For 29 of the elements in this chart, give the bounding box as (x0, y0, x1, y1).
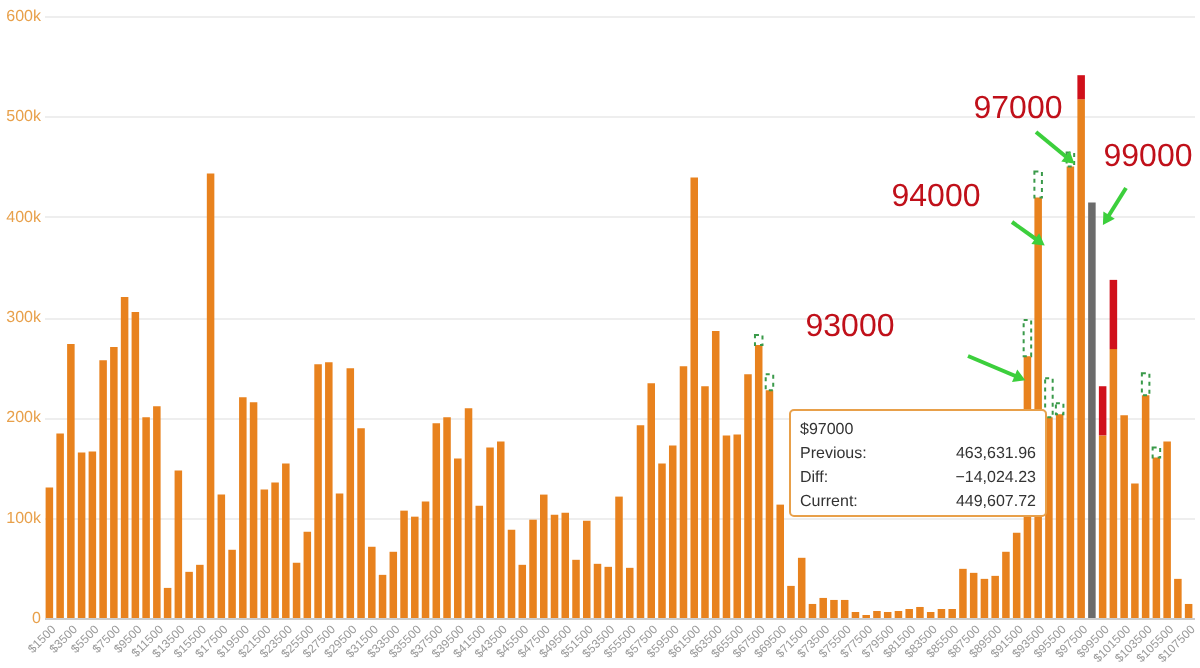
bar (753, 334, 764, 347)
annotation: Previous: (800, 444, 867, 462)
bar (1109, 279, 1118, 350)
y-tick-label: 600k (6, 7, 43, 25)
y-tick-label: 200k (6, 408, 43, 427)
y-tick-label: 100k (6, 508, 43, 527)
annotation: Current: (800, 492, 858, 510)
annotation: 99000 (1103, 140, 1193, 174)
bar (1098, 386, 1107, 436)
annotation: $97000 (800, 420, 855, 438)
y-tick-label: 300k (6, 308, 43, 326)
annotation: 93000 (805, 310, 895, 344)
bar (1140, 372, 1151, 397)
annotation: 94000 (891, 180, 981, 214)
annotation: Diff: (800, 468, 829, 486)
annotation: 449,607.72 (955, 492, 1038, 510)
annotation: −14,024.23 (955, 468, 1038, 486)
y-tick-label: 500k (6, 107, 43, 126)
bar (764, 373, 775, 392)
bar (1077, 75, 1085, 100)
y-tick-label: 400k (6, 207, 43, 226)
y-tick-label: 0 (32, 609, 43, 627)
bar (1098, 435, 1107, 618)
annotation: 97000 (973, 92, 1063, 126)
bar (1033, 170, 1043, 199)
bar (1022, 319, 1033, 358)
annotation: 463,631.96 (955, 444, 1038, 462)
bar (1088, 202, 1096, 618)
bar (1151, 446, 1162, 459)
